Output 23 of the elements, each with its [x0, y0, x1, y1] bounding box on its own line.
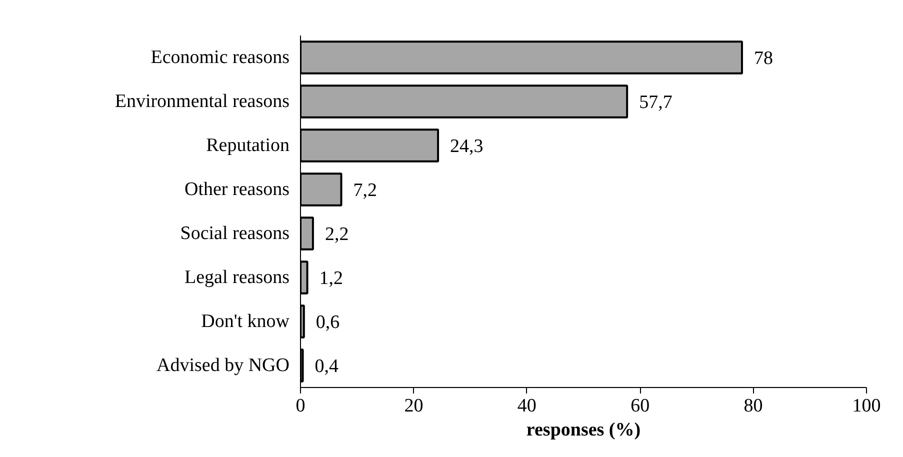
y-tick-label: Environmental reasons: [114, 91, 290, 112]
y-tick-label: Other reasons: [184, 179, 290, 200]
x-tick-label: 80: [744, 396, 763, 416]
data-label: 24,3: [450, 136, 484, 157]
x-tick-label: 100: [852, 396, 881, 416]
y-tick-label: Economic reasons: [150, 47, 290, 68]
x-tick-label: 0: [296, 396, 306, 416]
x-tick-label: 40: [517, 396, 536, 416]
data-label: 78: [754, 48, 773, 69]
y-tick-label: Legal reasons: [184, 267, 290, 288]
y-tick-label: Don't know: [201, 311, 290, 332]
x-tick-label: 60: [630, 396, 650, 416]
data-label: 1,2: [319, 268, 344, 289]
y-tick-label: Social reasons: [180, 223, 290, 244]
data-label: 7,2: [353, 180, 377, 201]
y-tick-label: Reputation: [206, 135, 290, 156]
data-label: 57,7: [639, 92, 672, 113]
x-axis-title: responses (%): [526, 420, 641, 440]
y-tick-label: Advised by NGO: [156, 355, 290, 376]
x-tick-label: 20: [404, 396, 424, 416]
data-label: 0,4: [314, 356, 340, 377]
data-label: 0,6: [316, 312, 340, 333]
data-label: 2,2: [324, 224, 349, 245]
